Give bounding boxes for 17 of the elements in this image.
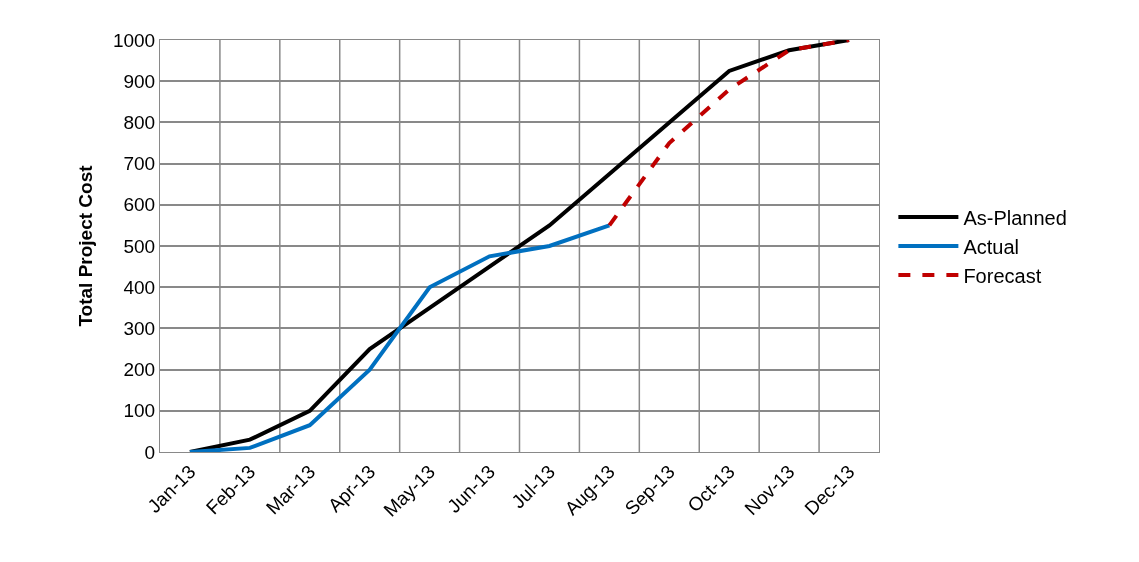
y-tick-label: 100 <box>123 400 156 422</box>
legend-label: Forecast <box>963 264 1042 287</box>
y-tick-label: 500 <box>123 235 156 257</box>
y-axis-title: Total Project Cost <box>74 164 96 327</box>
y-tick-label: 700 <box>123 153 156 175</box>
line-series <box>187 223 612 452</box>
y-tick-label: 200 <box>123 359 156 381</box>
y-tick-label: 0 <box>144 441 156 463</box>
legend-label: As-Planned <box>963 206 1067 229</box>
y-tick-label: 600 <box>123 194 156 216</box>
y-tick-label: 1000 <box>112 29 156 51</box>
y-tick-label: 400 <box>123 276 156 298</box>
y-tick-label: 300 <box>123 318 156 340</box>
y-tick-label: 800 <box>123 112 156 134</box>
line-series <box>607 40 852 228</box>
y-tick-label: 900 <box>123 70 156 92</box>
legend-label: Actual <box>963 235 1019 258</box>
